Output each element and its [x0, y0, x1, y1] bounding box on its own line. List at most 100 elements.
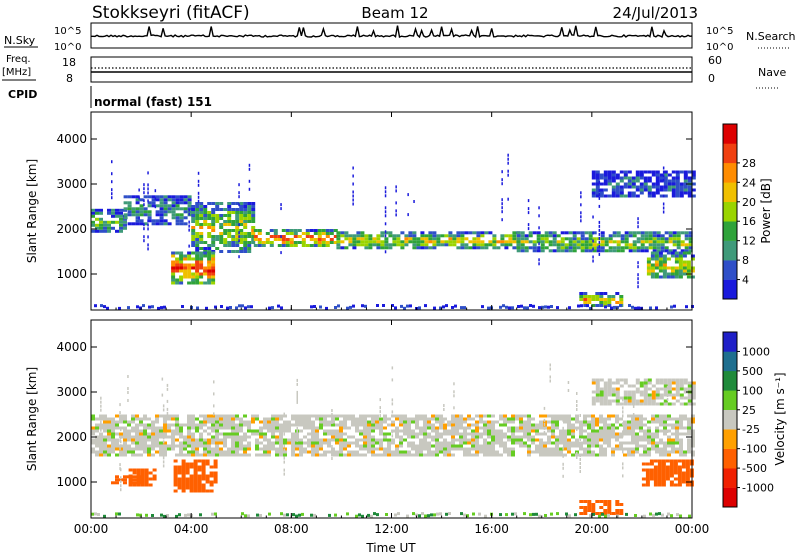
scatter-cell: [352, 198, 354, 202]
scatter-cell: [640, 231, 645, 235]
scatter-cell: [231, 244, 236, 247]
scatter-cell: [643, 444, 647, 448]
scatter-cell: [678, 263, 683, 267]
scatter-cell: [195, 417, 199, 421]
scatter-cell: [223, 444, 227, 448]
scatter-cell: [576, 246, 581, 250]
scatter-cell: [303, 450, 307, 454]
scatter-cell: [203, 453, 207, 457]
scatter-cell: [91, 426, 95, 430]
scatter-cell: [231, 435, 235, 439]
scatter-cell: [691, 182, 696, 186]
scatter-cell: [307, 444, 311, 448]
scatter-cell: [143, 450, 147, 454]
scatter-cell: [624, 237, 629, 241]
scatter-cell: [207, 426, 211, 430]
scatter-cell: [115, 475, 119, 479]
scatter-cell: [532, 512, 535, 516]
scatter-cell: [639, 423, 643, 427]
scatter-cell: [187, 275, 192, 279]
scatter-cell: [415, 417, 419, 421]
scatter-cell: [91, 220, 95, 224]
scatter-cell: [607, 503, 612, 506]
scatter-cell: [99, 444, 103, 448]
scatter-cell: [681, 465, 686, 469]
scatter-cell: [424, 246, 429, 250]
scatter-cell: [411, 429, 415, 433]
scatter-cell: [663, 182, 668, 186]
scatter-cell: [352, 237, 357, 241]
scatter-cell: [175, 429, 179, 433]
scatter-cell: [287, 441, 291, 445]
scatter-cell: [661, 483, 666, 487]
scatter-cell: [336, 237, 341, 241]
scatter-cell: [193, 477, 198, 481]
scatter-cell: [226, 306, 229, 310]
scatter-cell: [313, 238, 318, 241]
scatter-cell: [635, 378, 640, 382]
scatter-cell: [383, 414, 387, 418]
scatter-cell: [635, 176, 640, 180]
scatter-cell: [679, 426, 683, 430]
scatter-cell: [136, 483, 141, 487]
scatter-cell: [163, 305, 166, 309]
scatter-cell: [363, 441, 367, 445]
scatter-cell: [447, 450, 451, 454]
scatter-cell: [291, 435, 295, 439]
scatter-cell: [319, 438, 323, 442]
scatter-cell: [207, 266, 212, 270]
scatter-cell: [639, 182, 644, 186]
scatter-cell: [323, 414, 327, 418]
scatter-cell: [201, 486, 206, 490]
scatter-cell: [587, 435, 591, 439]
scatter-cell: [579, 422, 581, 425]
scatter-cell: [147, 195, 152, 199]
scatter-cell: [162, 452, 165, 456]
scatter-cell: [152, 477, 157, 481]
scatter-cell: [580, 195, 582, 199]
scatter-cell: [475, 444, 479, 448]
scatter-cell: [189, 462, 194, 466]
scatter-cell: [391, 414, 394, 418]
scatter-cell: [516, 237, 521, 241]
scatter-cell: [293, 232, 298, 235]
scatter-cell: [203, 217, 208, 220]
velocity-x-ticks: 00:00 04:00 08:00 12:00 16:00 20:00 00:00: [74, 320, 709, 536]
scatter-cell: [339, 426, 343, 430]
scatter-cell: [331, 445, 333, 448]
scatter-cell: [595, 378, 600, 382]
scatter-cell: [127, 435, 131, 439]
scatter-cell: [548, 243, 553, 247]
scatter-cell: [568, 237, 573, 241]
scatter-cell: [399, 423, 403, 427]
scatter-cell: [659, 447, 663, 451]
scatter-cell: [443, 453, 447, 457]
scatter-cell: [459, 444, 463, 448]
scatter-cell: [646, 266, 651, 270]
scatter-cell: [603, 194, 608, 198]
scatter-cell: [631, 453, 635, 457]
scatter-cell: [239, 214, 244, 217]
scatter-cell: [595, 429, 599, 433]
scatter-cell: [552, 231, 557, 235]
scatter-cell: [587, 438, 591, 442]
scatter-cell: [652, 240, 657, 244]
scatter-cell: [641, 462, 646, 466]
scatter-cell: [487, 450, 491, 454]
scatter-cell: [163, 441, 167, 445]
scatter-cell: [319, 426, 323, 430]
scatter-cell: [159, 435, 163, 439]
scatter-cell: [279, 435, 283, 439]
scatter-cell: [394, 513, 397, 517]
scatter-cell: [643, 170, 648, 174]
scatter-cell: [599, 506, 604, 509]
scatter-cell: [583, 512, 588, 515]
scatter-cell: [231, 441, 235, 445]
scatter-cell: [387, 438, 391, 442]
scatter-cell: [591, 432, 595, 436]
scatter-cell: [612, 240, 617, 244]
scatter-cell: [207, 414, 211, 418]
scatter-cell: [91, 214, 95, 218]
scatter-cell: [103, 426, 107, 430]
scatter-cell: [456, 231, 461, 235]
